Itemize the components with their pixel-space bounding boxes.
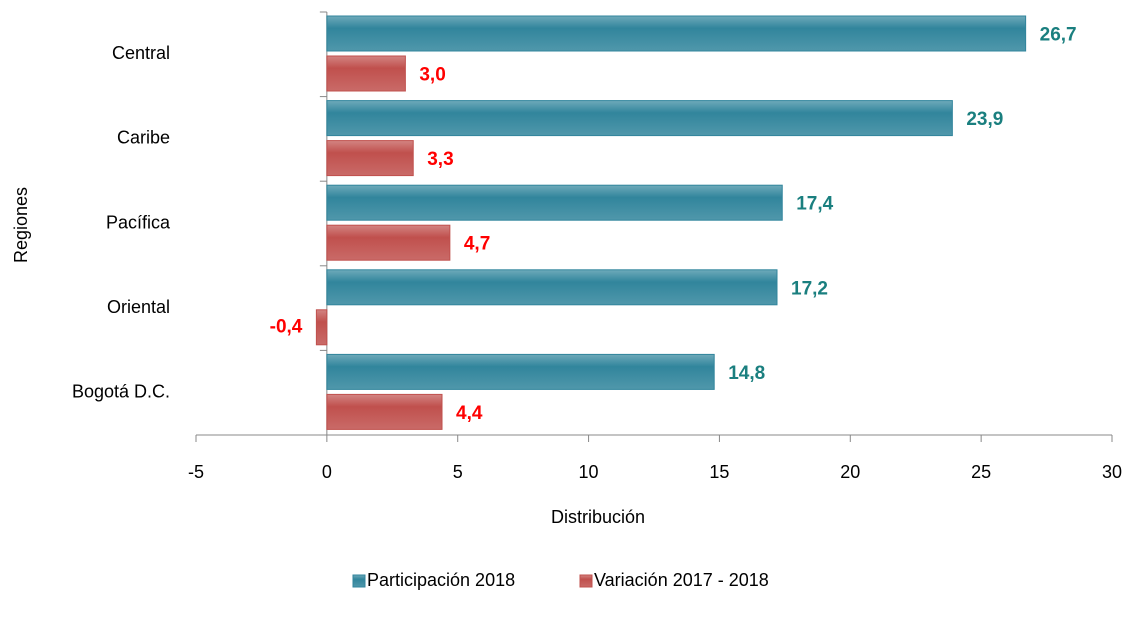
bar: [326, 140, 414, 177]
data-label: 26,7: [1040, 25, 1077, 46]
bar: [326, 353, 715, 390]
bar: [326, 269, 778, 306]
legend-label: Variación 2017 - 2018: [594, 570, 769, 590]
bar: [326, 55, 406, 92]
bar: [326, 393, 443, 430]
x-tick-label: 15: [709, 462, 729, 482]
legend-label: Participación 2018: [367, 570, 515, 590]
x-tick-label: 5: [453, 462, 463, 482]
x-tick-label: 30: [1102, 462, 1122, 482]
data-label: 3,0: [419, 65, 445, 86]
y-tick-label: Caribe: [117, 128, 170, 148]
bar: [326, 100, 953, 137]
data-label: 4,7: [464, 234, 490, 255]
data-label: 23,9: [966, 109, 1003, 130]
x-tick-label: 25: [971, 462, 991, 482]
legend-swatch: [579, 574, 593, 588]
legend-swatch: [352, 574, 366, 588]
y-tick-label: Central: [112, 43, 170, 63]
x-tick-label: 20: [840, 462, 860, 482]
data-label: 3,3: [427, 149, 453, 170]
x-tick-label: -5: [188, 462, 204, 482]
data-label: 17,2: [791, 278, 828, 299]
bar: [326, 184, 783, 221]
y-tick-label: Bogotá D.C.: [72, 381, 170, 401]
y-tick-label: Oriental: [107, 297, 170, 317]
x-tick-label: 0: [322, 462, 332, 482]
x-axis-title: Distribución: [551, 507, 645, 527]
data-label: 17,4: [796, 194, 833, 215]
bar: [315, 309, 328, 346]
data-label: -0,4: [270, 316, 303, 337]
x-tick-label: 10: [579, 462, 599, 482]
bar: [326, 224, 451, 261]
data-label: 4,4: [456, 403, 483, 424]
y-tick-label: Pacífica: [106, 212, 171, 232]
y-axis-title: Regiones: [11, 187, 31, 263]
data-label: 14,8: [728, 363, 765, 384]
bar: [326, 15, 1027, 52]
